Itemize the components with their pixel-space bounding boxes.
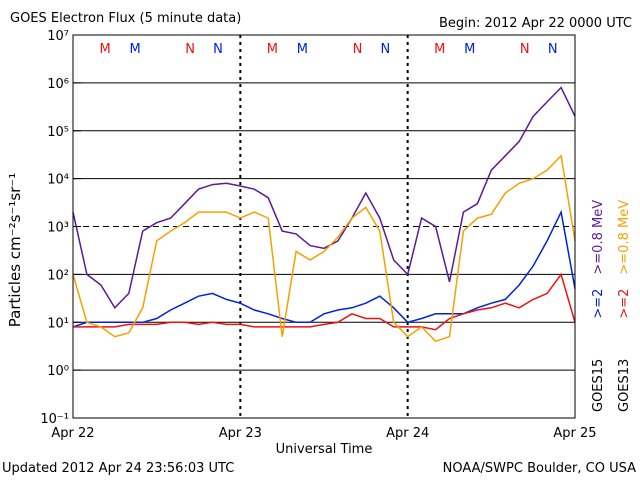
event-marker: N [185, 42, 195, 57]
event-marker: N [353, 42, 363, 57]
y-tick-label: 10² [47, 268, 69, 283]
event-marker: M [464, 42, 475, 57]
y-tick-label: 10⁰ [47, 364, 69, 379]
legend-entry: >=2 [617, 289, 632, 319]
series-line [72, 154, 576, 343]
event-marker: N [380, 42, 390, 57]
y-tick-label: 10³ [47, 221, 69, 236]
x-axis-label: Universal Time [276, 442, 373, 457]
series-line [72, 86, 576, 310]
x-tick-label: Apr 24 [386, 426, 429, 441]
x-tick-label: Apr 25 [553, 426, 596, 441]
event-marker: M [99, 42, 110, 57]
legend-group: GOES13 [617, 359, 632, 412]
footer-left: Updated 2012 Apr 24 23:56:03 UTC [2, 461, 234, 476]
series-line [72, 209, 576, 328]
y-tick-label: 10⁻¹ [40, 412, 69, 427]
legend-entry: >=2 [591, 289, 606, 319]
event-marker: N [213, 42, 223, 57]
legend-entry: >=0.8 MeV [617, 200, 632, 275]
event-marker: M [297, 42, 308, 57]
event-marker: M [267, 42, 278, 57]
y-tick-label: 10⁷ [47, 29, 69, 44]
y-tick-label: 10¹ [47, 316, 69, 331]
footer-right: NOAA/SWPC Boulder, CO USA [443, 461, 636, 476]
y-tick-label: 10⁵ [47, 125, 69, 140]
legend-entry: >=0.8 MeV [591, 200, 606, 275]
plot-frame [72, 34, 576, 419]
x-tick-label: Apr 22 [51, 426, 94, 441]
chart-title: GOES Electron Flux (5 minute data) [10, 11, 241, 26]
event-marker: M [129, 42, 140, 57]
event-marker: M [434, 42, 445, 57]
chart-subtitle: Begin: 2012 Apr 22 0000 UTC [439, 16, 632, 31]
x-tick-label: Apr 23 [219, 426, 262, 441]
legend-group: GOES15 [591, 359, 606, 412]
y-tick-label: 10⁶ [47, 77, 69, 92]
y-axis-label: Particles cm⁻²s⁻¹sr⁻¹ [6, 173, 24, 327]
event-marker: N [548, 42, 558, 57]
y-tick-label: 10⁴ [47, 173, 69, 188]
event-marker: N [520, 42, 530, 57]
series-line [73, 272, 576, 331]
